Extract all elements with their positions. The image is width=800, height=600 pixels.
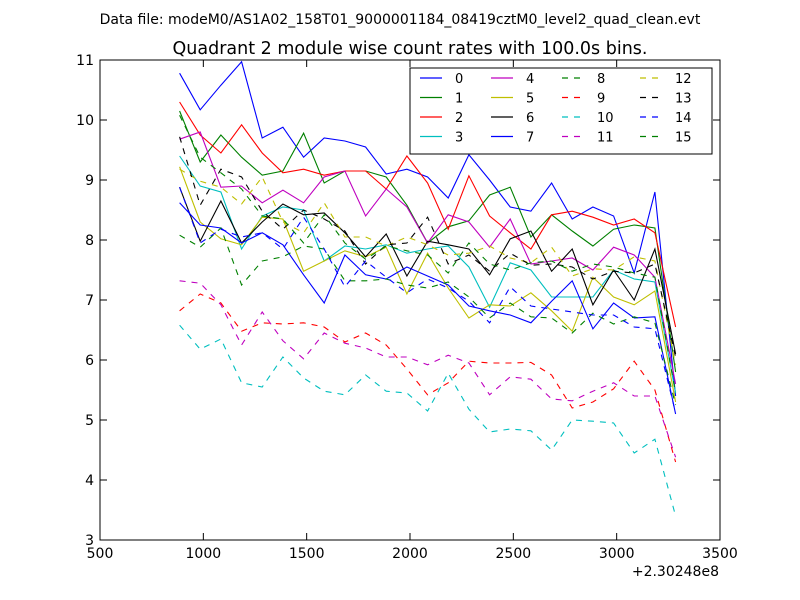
series-line-4: [179, 131, 677, 385]
series-line-13: [179, 136, 677, 358]
series-line-3: [179, 155, 677, 394]
series-line-6: [179, 187, 677, 355]
legend-label-7: 7: [526, 131, 534, 146]
y-tick-label: 5: [85, 413, 94, 429]
legend-label-5: 5: [526, 92, 534, 107]
legend-label-0: 0: [455, 72, 463, 87]
legend-label-14: 14: [675, 111, 692, 126]
series-line-9: [179, 293, 677, 463]
y-tick-label: 9: [85, 173, 94, 189]
y-tick-label: 6: [85, 353, 94, 369]
y-tick-label: 7: [85, 293, 94, 309]
series-line-10: [179, 324, 677, 517]
series-line-11: [179, 280, 677, 458]
legend-label-3: 3: [455, 131, 463, 146]
series-line-0: [179, 60, 677, 397]
y-tick-label: 4: [85, 473, 94, 489]
series-line-5: [179, 166, 677, 403]
legend-label-1: 1: [455, 92, 463, 107]
series-line-15: [179, 114, 677, 394]
y-tick-label: 11: [76, 53, 94, 69]
legend-label-9: 9: [597, 92, 605, 107]
legend-box: [409, 67, 713, 155]
series-line-8: [179, 227, 677, 406]
y-tick-label: 10: [76, 113, 94, 129]
legend-label-4: 4: [526, 72, 534, 87]
x-tick-label: 2500: [496, 546, 532, 562]
x-tick-label: 1000: [186, 546, 222, 562]
legend-label-6: 6: [526, 111, 534, 126]
legend-label-15: 15: [675, 131, 692, 146]
x-tick-label: 1500: [289, 546, 325, 562]
series-line-14: [179, 187, 677, 413]
legend-label-2: 2: [455, 111, 463, 126]
series-line-2: [179, 101, 677, 328]
y-tick-label: 8: [85, 233, 94, 249]
legend-label-10: 10: [597, 111, 614, 126]
series-layer: [179, 60, 677, 517]
series-line-7: [179, 202, 677, 415]
suptitle: Data file: modeM0/AS1A02_158T01_90000011…: [100, 12, 701, 28]
legend-label-11: 11: [597, 131, 614, 146]
x-tick-label: 3500: [702, 546, 738, 562]
legend-label-12: 12: [675, 72, 692, 87]
legend-label-13: 13: [675, 92, 692, 107]
x-tick-label: 500: [87, 546, 114, 562]
chart-title: Quadrant 2 module wise count rates with …: [173, 39, 648, 59]
x-tick-label: 3000: [599, 546, 635, 562]
legend-label-8: 8: [597, 72, 605, 87]
x-offset-label: +2.30248e8: [632, 564, 719, 580]
x-tick-label: 2000: [392, 546, 428, 562]
y-tick-label: 3: [85, 533, 94, 549]
